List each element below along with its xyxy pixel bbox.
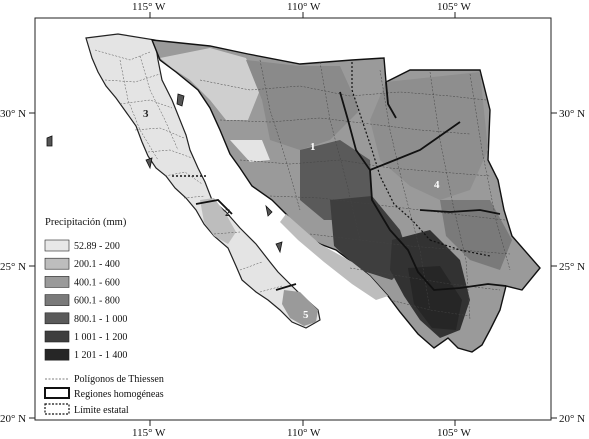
right-lat-label: 20° N (559, 413, 585, 425)
legend-class-swatch (44, 239, 70, 252)
legend-class-label: 600.1 - 800 (74, 296, 120, 307)
region-label-2: 2 (225, 207, 231, 219)
legend-class-swatch (44, 312, 70, 325)
region-label-5: 5 (303, 309, 309, 321)
legend-class-label: 400.1 - 600 (74, 277, 120, 288)
sierra-madre-darkest-zone (408, 266, 462, 330)
bottom-lon-label: 105° W (437, 427, 471, 439)
top-lon-label: 105° W (437, 1, 471, 13)
region-label-3: 3 (143, 108, 149, 120)
legend-line-label: Regiones homogéneas (74, 389, 164, 400)
right-lat-label: 30° N (559, 108, 585, 120)
bottom-lon-label: 110° W (287, 427, 321, 439)
legend-line-swatch (44, 387, 70, 399)
map-legend: Precipitación (mm) 52.89 - 200 200.1 - 40… (44, 217, 164, 416)
legend-line-label: Límite estatal (74, 405, 129, 416)
left-latitude-axis: 30° N 25° N 20° N (0, 108, 35, 425)
state-boundaries (351, 62, 491, 257)
region-boundary (195, 199, 233, 215)
region-boundary (275, 283, 297, 291)
legend-line-swatch (44, 403, 70, 415)
left-lat-label: 30° N (0, 108, 26, 120)
right-lat-label: 25° N (559, 261, 585, 273)
region-label-1: 1 (310, 141, 316, 153)
durango-medium-zone (440, 200, 512, 270)
bottom-longitude-axis: 115° W 110° W 105° W (132, 420, 471, 439)
legend-class-swatch (44, 348, 70, 361)
legend-class-swatch (44, 294, 70, 306)
mainland-light-patch (230, 140, 270, 162)
legend-line-label: Polígonos de Thiessen (74, 374, 164, 385)
baja-california-peninsula (85, 33, 321, 329)
legend-class-label: 200.1 - 400 (74, 259, 120, 270)
legend-class-label: 1 001 - 1 200 (74, 332, 127, 343)
region-label-4: 4 (434, 179, 440, 191)
baja-sur-shaded-area (200, 198, 236, 244)
sierra-madre-dark-zone (330, 196, 410, 280)
bottom-lon-label: 115° W (132, 427, 166, 439)
mainland-medium-zone (246, 60, 360, 150)
coastal-light-strip (280, 214, 388, 300)
legend-class-label: 800.1 - 1 000 (74, 314, 127, 325)
baja-california-landmass (85, 33, 321, 329)
homogeneous-region-boundaries (339, 81, 507, 291)
mainland-medium-zone (370, 72, 488, 200)
top-lon-label: 115° W (132, 1, 166, 13)
legend-class-label: 1 201 - 1 400 (74, 350, 127, 361)
legend-title: Precipitación (mm) (45, 217, 127, 228)
legend-class-label: 52.89 - 200 (74, 241, 120, 252)
right-latitude-axis: 30° N 25° N 20° N (551, 108, 585, 425)
thiessen-polygons (199, 59, 511, 321)
baja-cape-shaded-area (282, 290, 318, 326)
left-lat-label: 20° N (0, 413, 26, 425)
mainland (150, 39, 541, 353)
top-longitude-axis: 115° W 110° W 105° W (132, 1, 471, 18)
legend-class-swatch (44, 330, 70, 343)
top-lon-label: 110° W (287, 1, 321, 13)
legend-class-swatch (44, 276, 70, 288)
legend-class-swatch (44, 257, 70, 270)
left-lat-label: 25° N (0, 261, 26, 273)
mainland-light-patch (160, 48, 260, 120)
